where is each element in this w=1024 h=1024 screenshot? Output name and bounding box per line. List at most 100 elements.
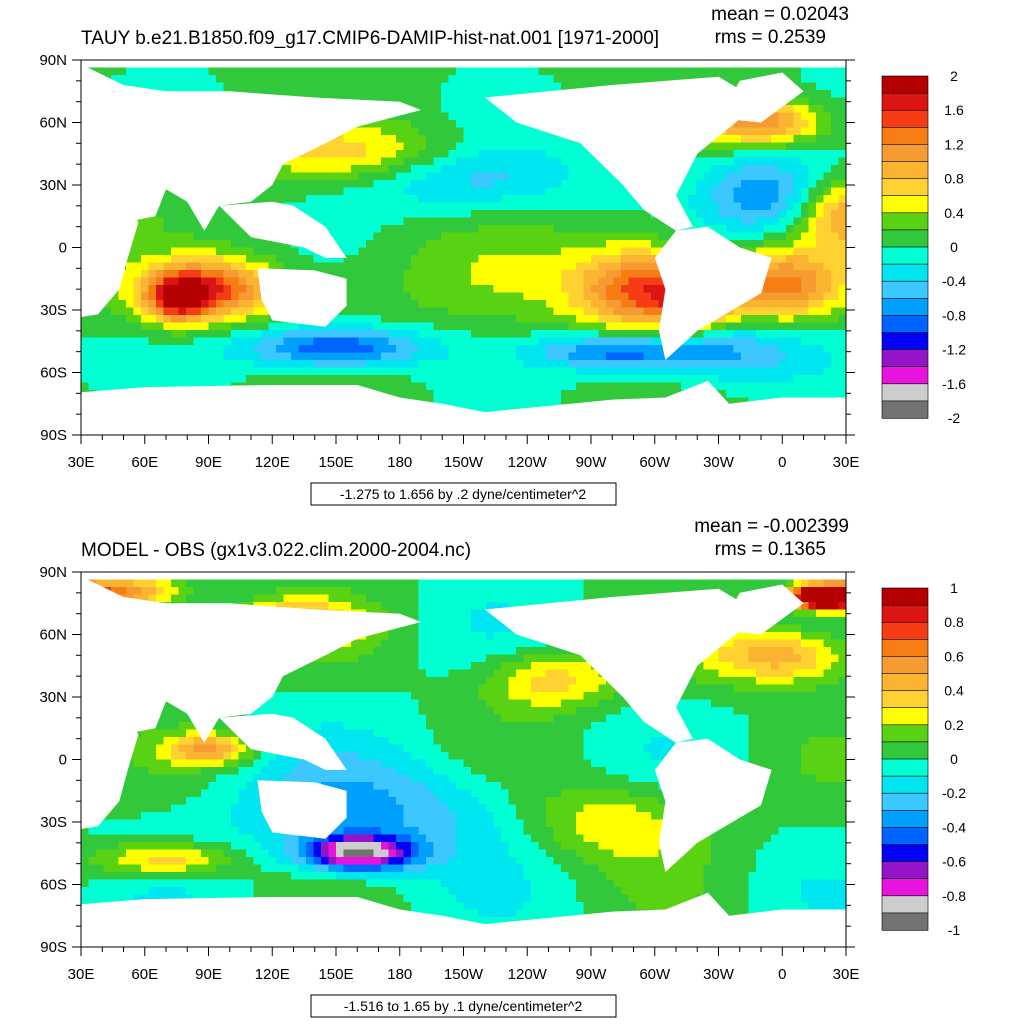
colorbar-label: -0.6 [942, 854, 966, 870]
x-tick-label: 30W [703, 454, 735, 471]
colorbar-swatch [881, 127, 929, 146]
chart-title: TAUY b.e21.B1850.f09_g17.CMIP6-DAMIP-his… [81, 28, 659, 49]
colorbar-swatch [881, 400, 929, 419]
land-mass [219, 713, 347, 770]
data-field [81, 576, 846, 947]
colorbar-swatch [881, 775, 929, 794]
x-tick-label: 150W [444, 454, 484, 471]
colorbar-swatch [881, 827, 929, 846]
y-tick-label: 0 [59, 240, 67, 257]
y-tick-label: 30N [39, 689, 67, 706]
colorbar-swatch [881, 844, 929, 863]
colorbar-swatch [881, 656, 929, 675]
subtitle-text: -1.275 to 1.656 by .2 dyne/centimeter^2 [340, 486, 586, 502]
subtitle-box: -1.516 to 1.65 by .1 dyne/centimeter^2 [310, 994, 617, 1018]
x-tick-label: 120E [255, 966, 290, 983]
x-tick-label: 30W [703, 966, 735, 983]
x-tick-label: 0 [778, 966, 786, 983]
colorbar-label: -0.4 [942, 819, 966, 835]
tick-marks [72, 571, 855, 956]
y-tick-label: 60S [40, 877, 67, 894]
colorbar-swatch [881, 878, 929, 897]
land-mass [81, 380, 846, 435]
colorbar-swatch [881, 758, 929, 777]
x-tick-label: 150E [318, 966, 353, 983]
land-mass [484, 588, 761, 743]
y-tick-label: 60N [39, 627, 67, 644]
subtitle-frame [310, 482, 617, 506]
x-tick-label: 60E [131, 966, 158, 983]
x-tick-label: 30E [833, 454, 860, 471]
colorbar-swatch [881, 741, 929, 760]
panel-tauy: 30E 60E 90E 120E 150E 180 150W 120W 90W 60W 30W 0 30… [39, 4, 966, 506]
colorbar-label: 0.8 [944, 614, 964, 630]
panel-model-minus-obs: 30E 60E 90E 120E 150E 180 150W 120W 90W 60W 30W 0 30… [39, 516, 966, 1018]
colorbar-label: 0.2 [944, 717, 964, 733]
colorbar-label: -0.2 [942, 785, 966, 801]
rms-stat: rms = 0.2539 [715, 27, 826, 48]
y-tick-label: 60N [39, 115, 67, 132]
colorbar-swatch [881, 621, 929, 641]
x-tick-label: 150E [318, 454, 353, 471]
x-tick-label: 120E [255, 454, 290, 471]
colorbar-swatch [881, 587, 929, 606]
land-mass [219, 201, 347, 258]
colorbar-swatch [881, 263, 929, 282]
x-tick-label: 60W [639, 454, 671, 471]
colorbar-swatch [881, 895, 929, 914]
y-tick-label: 90N [39, 52, 67, 69]
colorbar-label: 0.6 [944, 648, 964, 664]
colorbar: 1 0.8 0.6 0.4 0.2 0 -0.2 -0.4 -0.6 -0.8 -1 [881, 580, 966, 938]
data-field [81, 64, 846, 435]
colorbar-swatch [881, 178, 929, 197]
tick-marks [72, 59, 855, 444]
rms-stat: rms = 0.1365 [715, 539, 826, 560]
colorbar-swatch [881, 792, 929, 812]
land-mass [484, 76, 761, 231]
colorbar-swatch [881, 349, 929, 368]
colorbar-label: 1.2 [944, 136, 964, 152]
x-tick-label: 60E [131, 454, 158, 471]
colorbar-swatch [881, 92, 929, 111]
colorbar-swatch [881, 280, 929, 300]
x-tick-label: 180 [387, 454, 412, 471]
subtitle-frame [310, 994, 617, 1018]
colorbar-swatch [881, 604, 929, 623]
colorbar-label: 2 [950, 68, 958, 84]
colorbar-swatch [881, 383, 929, 402]
colorbar-swatch [881, 638, 929, 658]
colorbar-swatch [881, 366, 929, 385]
colorbar-label: -0.8 [942, 888, 966, 904]
land-mass [81, 892, 846, 947]
land-mass [718, 72, 804, 123]
colorbar-label: 0.4 [944, 205, 964, 221]
colorbar-label: 0.4 [944, 683, 964, 699]
colorbar-label: -0.8 [942, 307, 966, 323]
colorbar-label: -1.2 [942, 342, 966, 358]
x-tick-label: 60W [639, 966, 671, 983]
colorbar-swatch [881, 861, 929, 880]
y-tick-label: 30N [39, 177, 67, 194]
x-tick-label: 30E [68, 966, 95, 983]
subtitle-text: -1.516 to 1.65 by .1 dyne/centimeter^2 [344, 998, 583, 1014]
colorbar-swatch [881, 75, 929, 94]
y-tick-label: 0 [59, 752, 67, 769]
mean-stat: mean = -0.002399 [694, 516, 849, 537]
colorbar-swatch [881, 246, 929, 265]
colorbar-swatch [881, 707, 929, 726]
colorbar-label: -1.6 [942, 376, 966, 392]
colorbar-swatch [881, 229, 929, 248]
x-tick-label: 90W [576, 966, 608, 983]
colorbar-label: 1.6 [944, 102, 964, 118]
y-tick-label: 90S [40, 939, 67, 956]
land-mass [257, 780, 347, 839]
colorbar-label: -1 [948, 922, 961, 938]
colorbar-label: 0.8 [944, 171, 964, 187]
colorbar-swatch [881, 690, 929, 709]
x-tick-label: 0 [778, 454, 786, 471]
x-tick-label: 120W [508, 966, 548, 983]
colorbar-label: -2 [948, 410, 961, 426]
colorbar-swatch [881, 724, 929, 743]
chart-title: MODEL - OBS (gx1v3.022.clim.2000-2004.nc… [81, 540, 471, 561]
